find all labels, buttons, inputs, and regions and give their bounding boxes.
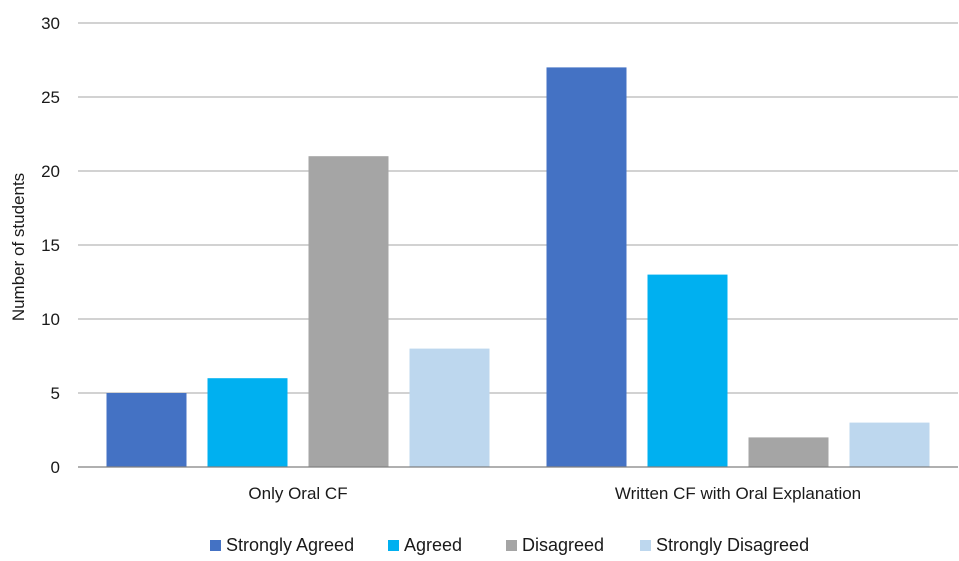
bar [409,348,490,467]
y-tick-label: 5 [51,384,60,403]
y-tick-label: 30 [41,14,60,33]
bar [207,378,288,467]
legend: Strongly Agreed Agreed Disagreed Strongly D… [210,535,809,555]
bar [849,422,930,467]
bar [748,437,829,467]
y-tick-label: 25 [41,88,60,107]
bar [546,67,627,468]
legend-label: Agreed [404,535,462,555]
legend-swatch [506,540,517,551]
y-tick-label: 20 [41,162,60,181]
bar [308,156,389,467]
bar [647,274,728,467]
legend-swatch [210,540,221,551]
x-category-label: Only Oral CF [248,484,347,503]
gridlines [78,22,958,394]
legend-label: Disagreed [522,535,604,555]
bars [106,67,930,468]
legend-swatch [640,540,651,551]
y-axis-ticks: 0 5 10 15 20 25 30 [41,14,60,477]
x-category-label: Written CF with Oral Explanation [615,484,861,503]
y-tick-label: 15 [41,236,60,255]
bar [106,393,187,467]
category-labels: Only Oral CF Written CF with Oral Explana… [248,484,861,503]
legend-swatch [388,540,399,551]
y-axis-title: Number of students [9,173,28,321]
legend-label: Strongly Disagreed [656,535,809,555]
y-tick-label: 10 [41,310,60,329]
legend-label: Strongly Agreed [226,535,354,555]
y-tick-label: 0 [51,458,60,477]
